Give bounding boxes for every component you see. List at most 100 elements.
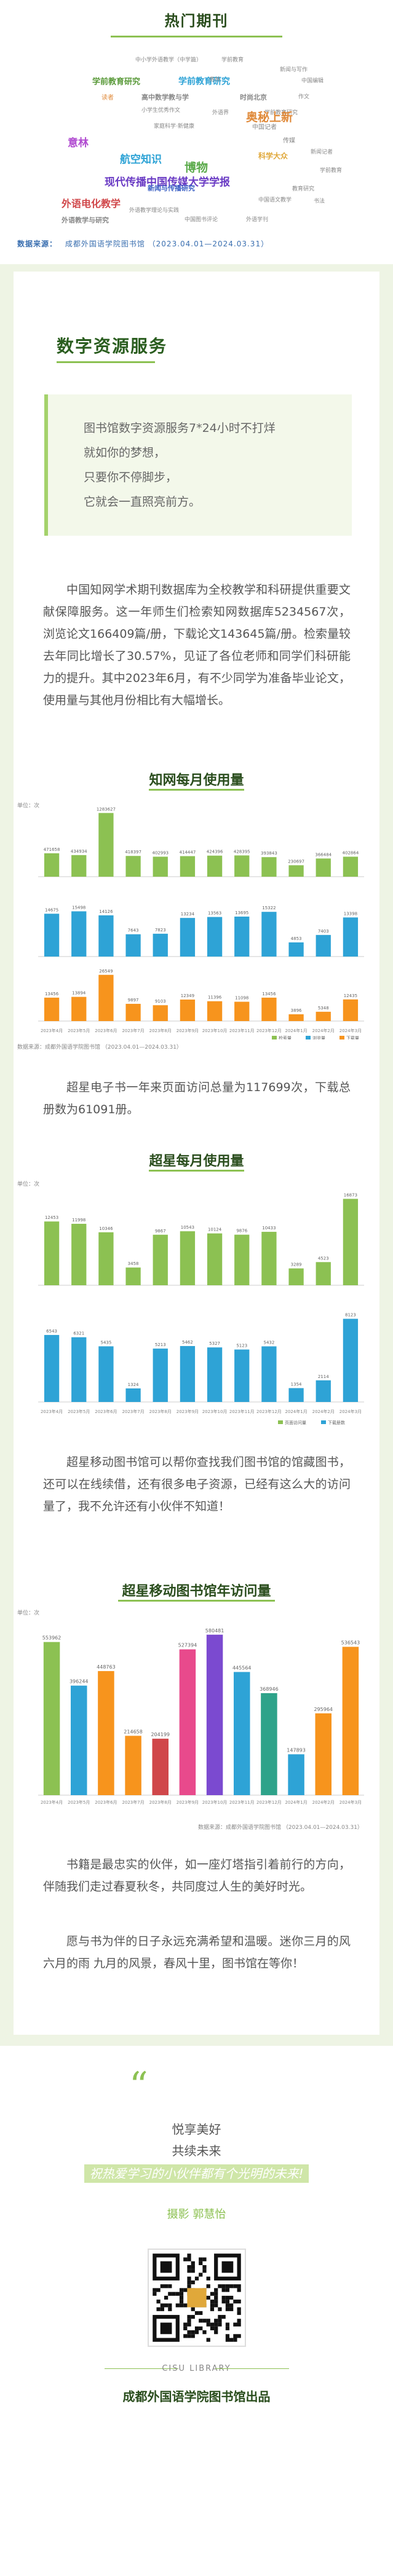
qr-module [160, 2284, 164, 2288]
qr-module [233, 2300, 237, 2304]
qr-module [179, 2303, 184, 2308]
cnki-tick-label: 2023年6月 [95, 1028, 117, 1033]
quote-line-1: 图书馆数字资源服务7*24小时不打烊 [84, 421, 276, 435]
cnki-chart-underline [149, 789, 244, 791]
chaoxing-value-label: 16873 [344, 1192, 357, 1197]
qr-module [225, 2300, 230, 2304]
qr-module [218, 2284, 222, 2288]
ending-line-1: 悦享美好 [172, 2122, 221, 2137]
cnki-bar-browse [180, 918, 196, 957]
qr-module [191, 2261, 195, 2265]
chaoxing-value-label: 11998 [72, 1218, 85, 1223]
qr-module [214, 2303, 218, 2308]
lib-divider-right [215, 2368, 289, 2369]
mobile-value-label: 295964 [314, 1707, 333, 1712]
qr-module [187, 2334, 191, 2338]
ending-section: “ 悦享美好 共续未来 祝热爱学习的小伙伴都有个光明的未来! 摄影 郭慧怡 CI… [0, 2064, 393, 2576]
qr-module [202, 2265, 207, 2269]
journal-word: 中小学外语教学（中学篇） [135, 57, 202, 63]
qr-module [214, 2288, 218, 2292]
mobile-bar [152, 1739, 169, 1795]
journal-word: 传媒 [283, 138, 295, 144]
qr-module [206, 2295, 210, 2300]
chaoxing-bar-visits [71, 1224, 87, 1285]
cnki-bar-search [207, 855, 223, 877]
qr-module [233, 2334, 237, 2338]
cnki-bar-search [234, 855, 250, 877]
qr-module [225, 2338, 230, 2342]
chaoxing-value-label: 5123 [236, 1344, 247, 1349]
journal-word: 外语电化教学 [62, 198, 121, 209]
cnki-bar-search [98, 813, 114, 877]
chaoxing-tick-label: 2023年5月 [68, 1409, 90, 1414]
journal-word: 学前教育研究 [264, 110, 298, 116]
cnki-bar-browse [288, 942, 304, 957]
section-title: 数字资源服务 [57, 336, 168, 356]
journal-word: 时尚北京 [240, 93, 267, 101]
quote-line-4: 它就会一直照亮前方。 [84, 495, 201, 509]
qr-module [172, 2292, 176, 2296]
chaoxing-legend-swatch [278, 1420, 283, 1424]
qr-module [214, 2326, 218, 2331]
mobile-value-label: 553962 [42, 1635, 62, 1641]
cnki-bar-download [153, 1005, 168, 1021]
cnki-bar-browse [343, 917, 359, 957]
qr-module [187, 2265, 191, 2269]
mobile-value-label: 536543 [341, 1640, 360, 1646]
qr-module [194, 2330, 199, 2335]
cnki-bar-browse [153, 933, 168, 957]
paragraph-books: 书籍是最忠实的伙伴，如一座灯塔指引着前行的方向，伴随我们走过春夏秋冬，共同度过人… [43, 1858, 351, 1893]
cnki-value-label: 13563 [208, 911, 221, 916]
journal-word: 教育研究 [292, 186, 315, 192]
mobile-bar [342, 1646, 359, 1795]
journal-word: 中国记者 [252, 124, 277, 131]
journal-word: 家庭科学·新健康 [154, 123, 194, 130]
qr-finder-inner [221, 2261, 234, 2273]
qr-module [218, 2307, 222, 2311]
cnki-bar-browse [261, 912, 277, 957]
chaoxing-bar-downloads [316, 1380, 331, 1402]
qr-module [237, 2307, 241, 2311]
cnki-value-label: 12435 [344, 993, 357, 998]
chaoxing-bar-downloads [153, 1349, 168, 1402]
cnki-value-label: 13398 [344, 911, 357, 916]
cnki-bar-download [343, 999, 359, 1021]
cnki-value-label: 428395 [234, 849, 250, 854]
chaoxing-value-label: 3289 [291, 1263, 302, 1267]
qr-module [206, 2284, 210, 2288]
chaoxing-tick-label: 2023年10月 [202, 1409, 228, 1414]
qr-module [183, 2326, 188, 2331]
journal-word: 新闻与传播研究 [148, 184, 195, 192]
cnki-legend-label: 检索量 [279, 1035, 292, 1039]
library-name: CISU LIBRARY [162, 2364, 231, 2373]
mobile-tick-label: 2024年1月 [285, 1799, 307, 1805]
qr-module [206, 2319, 210, 2323]
qr-module [199, 2273, 203, 2277]
section-underline [57, 361, 155, 363]
journal-word: 学前教育 [221, 57, 244, 63]
qr-module [156, 2300, 161, 2304]
cnki-value-label: 418397 [125, 850, 141, 855]
qr-finder-inner [160, 2322, 172, 2335]
journal-word: 书法 [314, 198, 325, 205]
chaoxing-value-label: 5213 [155, 1342, 166, 1347]
paragraph-mobile: 超星移动图书馆可以帮你查找我们图书馆的馆藏图书，还可以在线续借，还有很多电子资源… [43, 1455, 351, 1513]
chaoxing-value-label: 1354 [291, 1382, 302, 1387]
cnki-tick-label: 2023年10月 [202, 1028, 228, 1033]
chaoxing-bar-downloads [288, 1388, 304, 1402]
qr-module [214, 2300, 218, 2304]
qr-code-icon[interactable] [148, 2249, 246, 2347]
title-underline [111, 36, 282, 37]
qr-code-pattern [153, 2253, 241, 2342]
qr-module [237, 2300, 241, 2304]
cnki-bar-search [71, 855, 87, 877]
qr-module [153, 2288, 157, 2292]
qr-module [210, 2307, 215, 2311]
chaoxing-legend-label: 下载册数 [328, 1420, 345, 1425]
chaoxing-value-label: 12453 [45, 1215, 58, 1220]
chaoxing-value-label: 4523 [318, 1256, 329, 1261]
qr-module [187, 2257, 191, 2261]
chaoxing-value-label: 2114 [318, 1374, 329, 1379]
chaoxing-legend-label: 页面访问量 [285, 1420, 306, 1425]
qr-module [183, 2322, 188, 2327]
